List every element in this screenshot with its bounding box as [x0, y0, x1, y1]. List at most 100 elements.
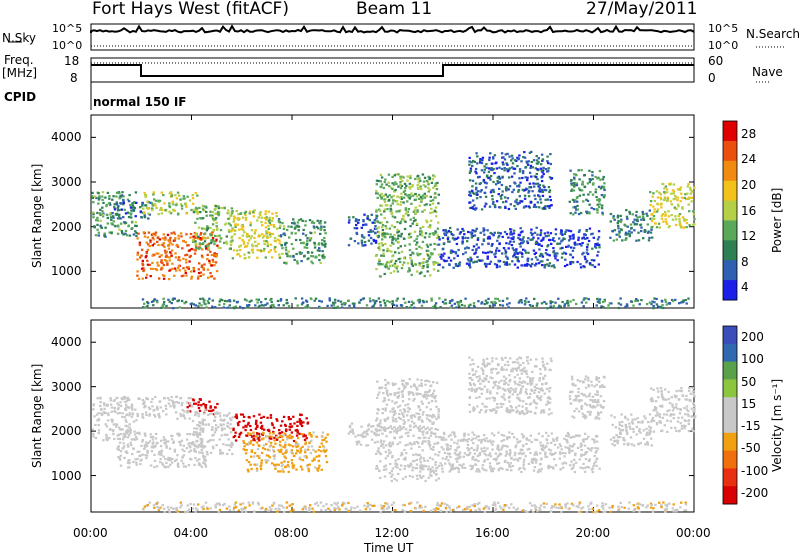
data-cell [510, 159, 512, 161]
data-cell [278, 429, 280, 431]
data-cell [546, 439, 548, 441]
data-cell [334, 307, 336, 309]
data-cell [215, 205, 217, 207]
data-cell [413, 443, 415, 445]
data-cell [200, 442, 202, 444]
data-cell [397, 235, 399, 237]
data-cell [307, 306, 309, 308]
data-cell [435, 302, 437, 304]
data-cell [205, 306, 207, 308]
data-cell [438, 244, 440, 246]
data-cell [447, 459, 449, 461]
data-cell [310, 261, 312, 263]
data-cell [368, 240, 370, 242]
data-cell [249, 301, 251, 303]
data-cell [392, 215, 394, 217]
data-cell [650, 229, 652, 231]
data-cell [190, 278, 192, 280]
data-cell [198, 302, 200, 304]
data-cell [186, 266, 188, 268]
data-cell [281, 247, 283, 249]
data-cell [318, 460, 320, 462]
data-cell [256, 455, 258, 457]
data-cell [319, 222, 321, 224]
data-cell [412, 454, 414, 456]
data-cell [475, 249, 477, 251]
data-cell [376, 412, 378, 414]
data-cell [610, 220, 612, 222]
data-cell [564, 303, 566, 305]
data-cell [388, 399, 390, 401]
data-cell [198, 451, 200, 453]
data-cell [163, 436, 165, 438]
data-cell [155, 268, 157, 270]
data-cell [159, 256, 161, 258]
data-cell [212, 223, 214, 225]
data-cell [585, 261, 587, 263]
data-cell [540, 445, 542, 447]
data-cell [297, 221, 299, 223]
data-cell [407, 403, 409, 405]
data-cell [513, 230, 515, 232]
data-cell [140, 255, 142, 257]
data-cell [404, 468, 406, 470]
data-cell [502, 163, 504, 165]
data-cell [427, 187, 429, 189]
data-cell [534, 198, 536, 200]
data-cell [264, 243, 266, 245]
data-cell [591, 174, 593, 176]
data-cell [427, 183, 429, 185]
data-cell [159, 401, 161, 403]
data-cell [674, 195, 676, 197]
data-cell [311, 252, 313, 254]
data-cell [384, 387, 386, 389]
data-cell [159, 461, 161, 463]
data-cell [240, 413, 242, 415]
data-cell [678, 218, 680, 220]
data-cell [393, 234, 395, 236]
data-cell [300, 420, 302, 422]
data-cell [676, 199, 678, 201]
data-cell [416, 464, 418, 466]
data-cell [164, 439, 166, 441]
data-cell [273, 458, 275, 460]
data-cell [408, 267, 410, 269]
data-cell [229, 304, 231, 306]
data-cell [214, 235, 216, 237]
data-cell [546, 263, 548, 265]
data-cell [299, 239, 301, 241]
data-cell [362, 220, 364, 222]
data-cell [205, 206, 207, 208]
data-cell [427, 254, 429, 256]
data-cell [94, 424, 96, 426]
data-cell [408, 398, 410, 400]
data-cell [394, 394, 396, 396]
data-cell [113, 410, 115, 412]
data-cell [174, 237, 176, 239]
data-cell [448, 230, 450, 232]
data-cell [304, 439, 306, 441]
data-cell [634, 223, 636, 225]
data-cell [178, 265, 180, 267]
data-cell [384, 302, 386, 304]
data-cell [395, 418, 397, 420]
colorbar-segment [723, 181, 737, 201]
data-cell [283, 225, 285, 227]
data-cell [481, 301, 483, 303]
data-cell [598, 263, 600, 265]
data-cell [439, 462, 441, 464]
data-cell [657, 305, 659, 307]
data-cell [368, 234, 370, 236]
data-cell [635, 211, 637, 213]
data-cell [417, 175, 419, 177]
data-cell [495, 250, 497, 252]
data-cell [468, 454, 470, 456]
data-cell [387, 382, 389, 384]
data-cell [634, 219, 636, 221]
data-cell [133, 233, 135, 235]
data-cell [307, 252, 309, 254]
data-cell [423, 457, 425, 459]
data-cell [293, 223, 295, 225]
data-cell [211, 426, 213, 428]
data-cell [477, 460, 479, 462]
